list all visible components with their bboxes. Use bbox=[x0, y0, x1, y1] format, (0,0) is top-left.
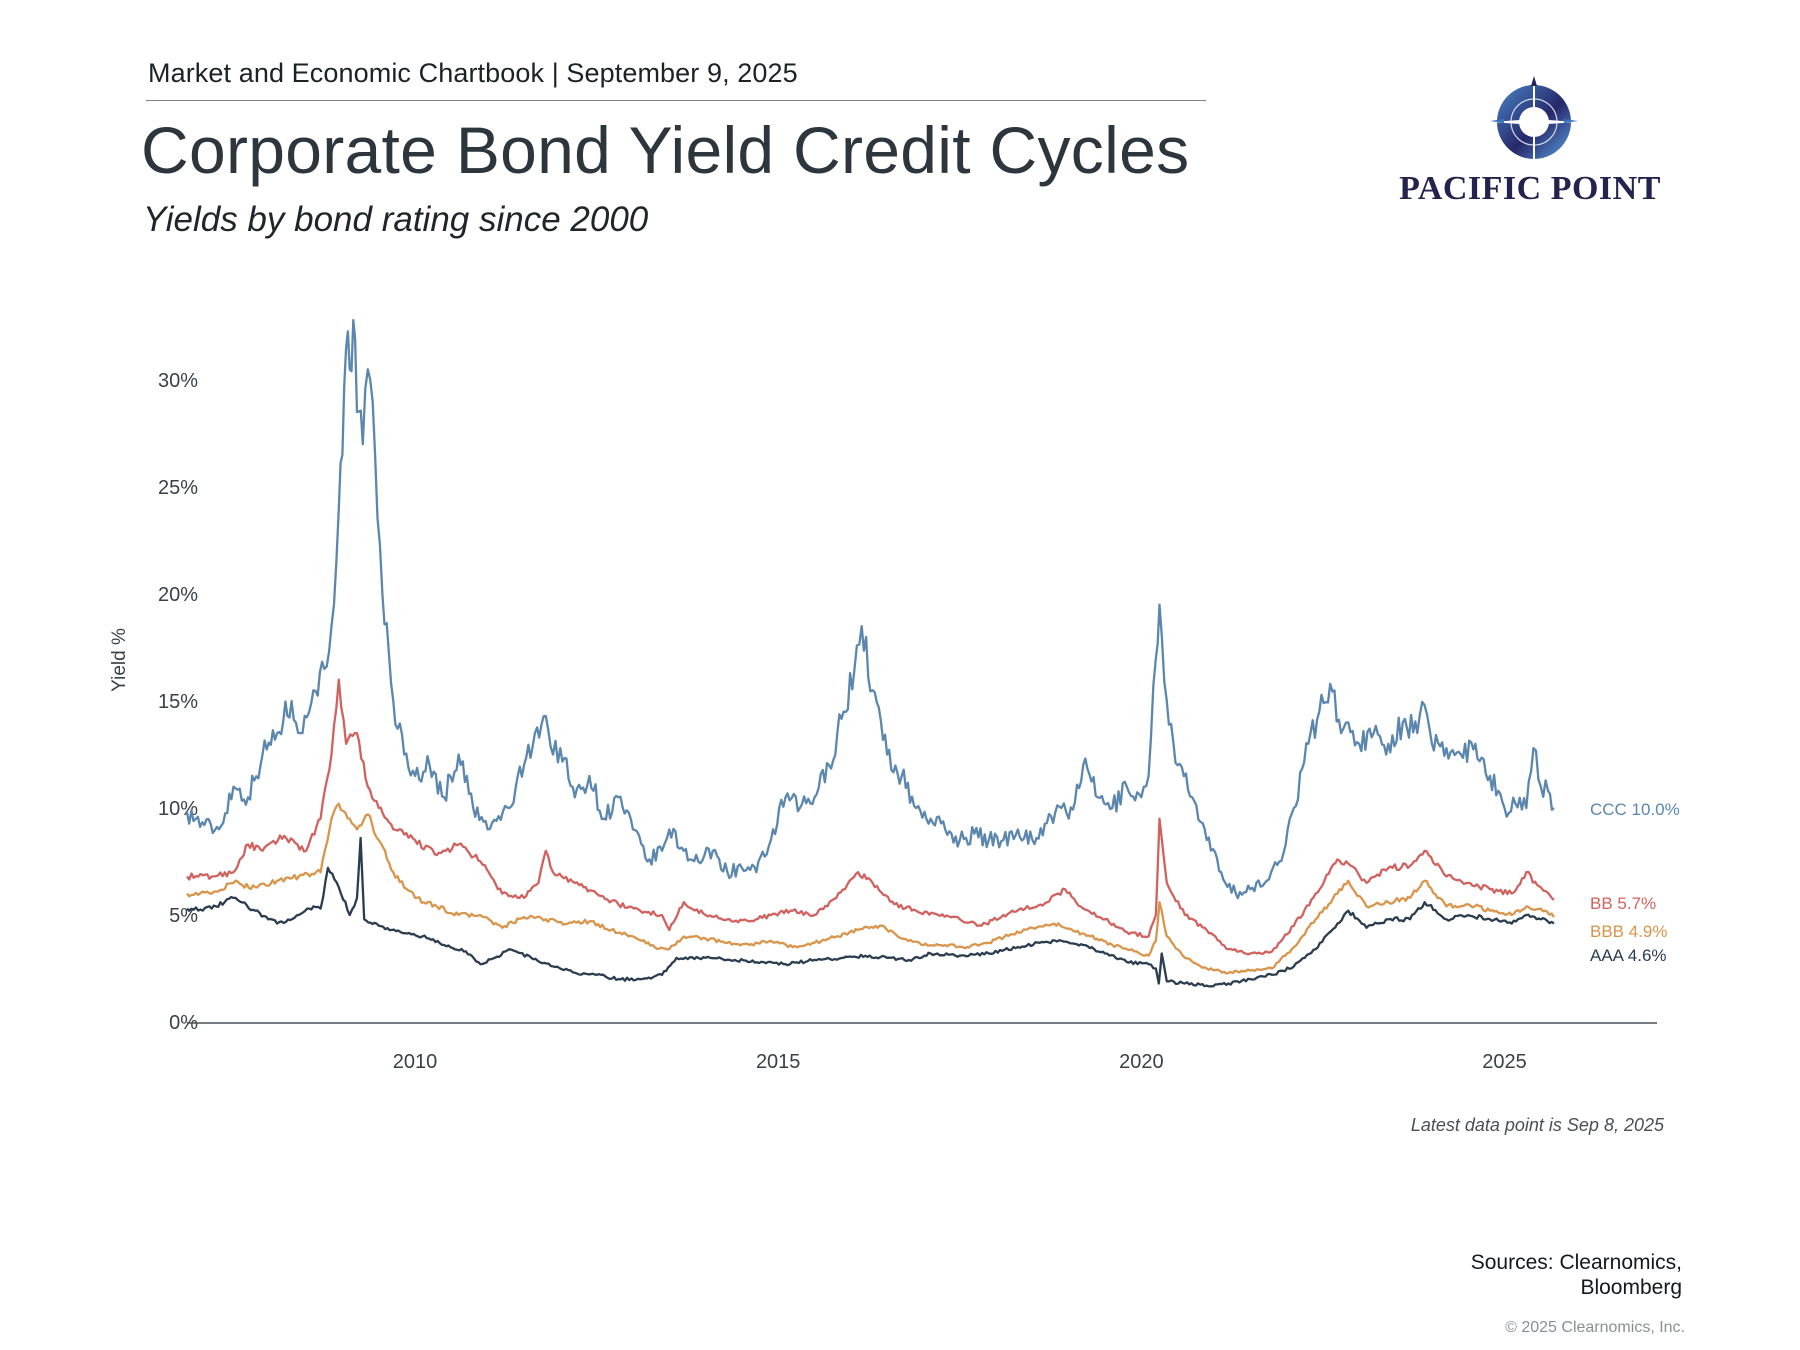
y-tick-label: 25% bbox=[158, 477, 198, 499]
sources-text: Sources: Clearnomics, Bloomberg bbox=[1282, 1250, 1682, 1300]
series-lines bbox=[185, 318, 1555, 988]
logo-wordmark: PACIFIC POINT bbox=[1399, 170, 1661, 207]
series-line-bb bbox=[186, 678, 1555, 956]
y-tick-label: 15% bbox=[158, 691, 198, 713]
y-axis-title: Yield % bbox=[109, 628, 130, 692]
end-label-bb: BB 5.7% bbox=[1590, 894, 1656, 913]
y-axis: 0%5%10%15%20%25%30% bbox=[158, 370, 198, 1034]
x-tick-label: 2025 bbox=[1482, 1051, 1527, 1073]
compass-icon bbox=[1490, 76, 1578, 166]
x-tick-label: 2010 bbox=[393, 1051, 438, 1073]
series-line-bbb bbox=[186, 802, 1555, 975]
series-line-aaa bbox=[186, 836, 1555, 988]
sources-line-1: Sources: Clearnomics, bbox=[1470, 1251, 1682, 1274]
y-tick-label: 30% bbox=[158, 370, 198, 392]
x-tick-label: 2020 bbox=[1119, 1051, 1164, 1073]
page-title: Corporate Bond Yield Credit Cycles bbox=[141, 113, 1190, 187]
x-tick-label: 2015 bbox=[756, 1051, 801, 1073]
end-label-bbb: BBB 4.9% bbox=[1590, 922, 1668, 941]
end-label-ccc: CCC 10.0% bbox=[1590, 800, 1680, 819]
series-line-ccc bbox=[185, 318, 1555, 900]
y-tick-label: 20% bbox=[158, 584, 198, 606]
end-label-aaa: AAA 4.6% bbox=[1590, 946, 1667, 965]
x-axis: 2010 2015 2020 2025 bbox=[393, 1051, 1527, 1073]
sources-line-2: Bloomberg bbox=[1580, 1276, 1682, 1299]
page-subtitle: Yields by bond rating since 2000 bbox=[143, 200, 649, 239]
end-labels: CCC 10.0% BB 5.7% BBB 4.9% AAA 4.6% bbox=[1590, 800, 1680, 965]
chartbook-header: Market and Economic Chartbook | Septembe… bbox=[148, 58, 798, 88]
pacific-point-logo: PACIFIC POINT bbox=[1380, 70, 1680, 220]
copyright-text: © 2025 Clearnomics, Inc. bbox=[1505, 1319, 1685, 1336]
y-tick-label: 0% bbox=[169, 1012, 198, 1034]
header-divider bbox=[146, 100, 1206, 101]
latest-data-note: Latest data point is Sep 8, 2025 bbox=[1410, 1115, 1664, 1135]
